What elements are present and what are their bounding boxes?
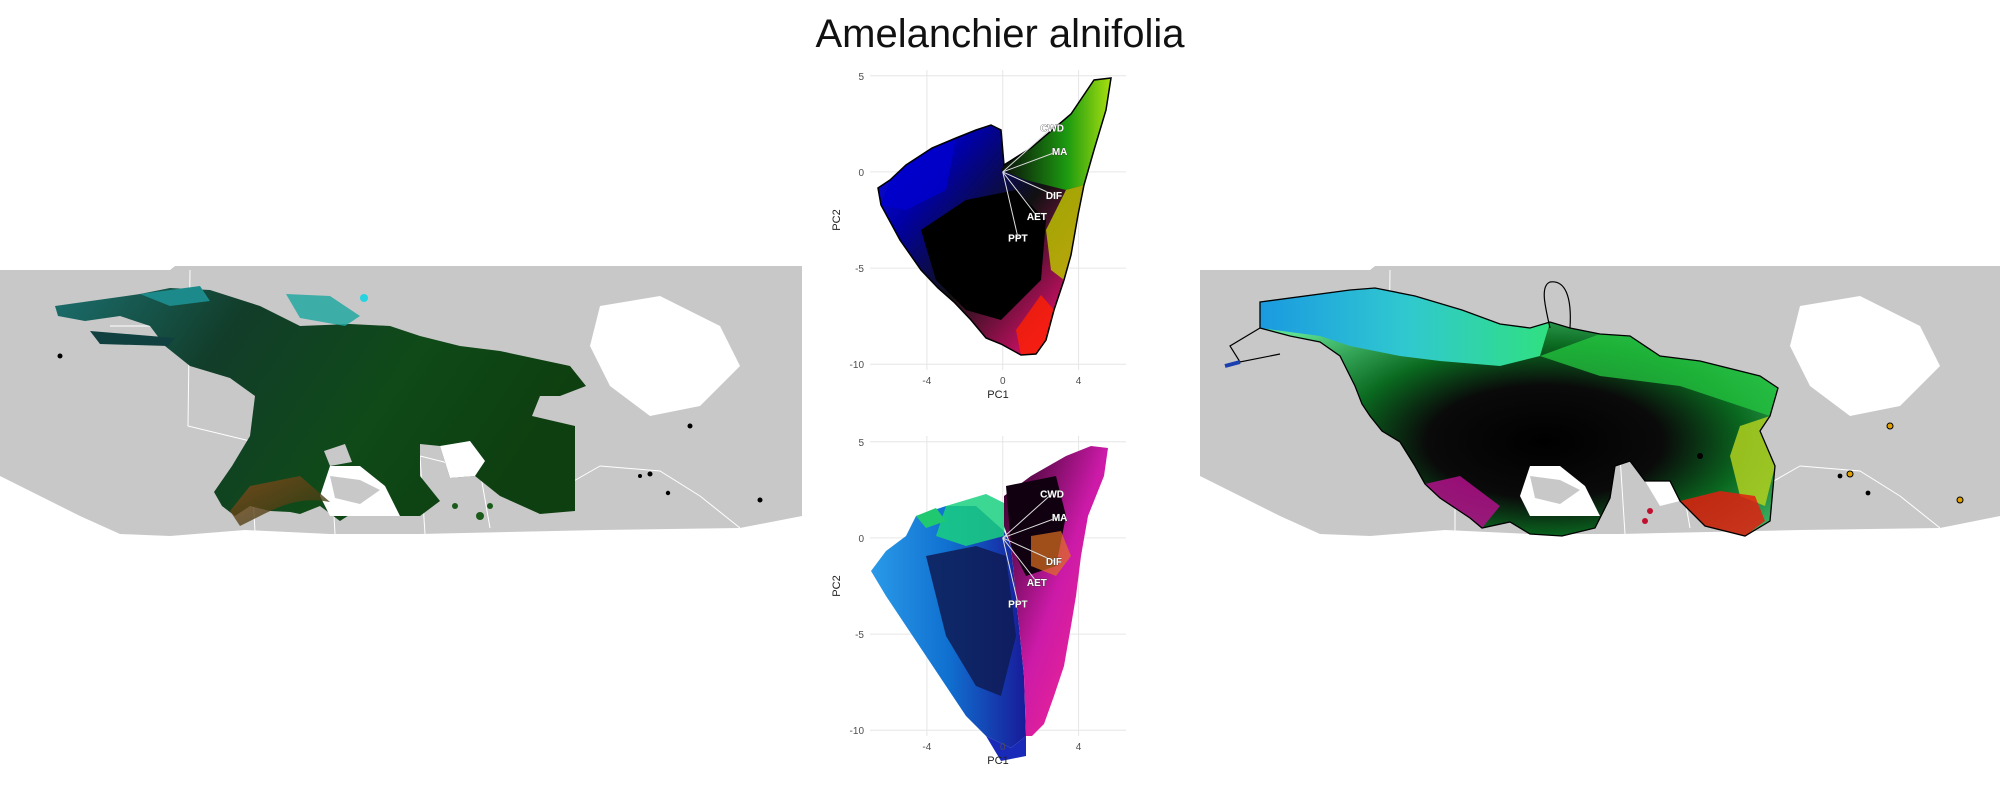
x-tick-label: -4 (922, 742, 931, 753)
loading-arrow-aet (1002, 171, 1038, 217)
loading-arrow-dif (1002, 537, 1055, 562)
pca-plot-bottom: CWD MA DIF AET PPT -4 0 4 5 0 -5 -10 PC1 PC2 (826, 436, 1166, 800)
pca-plot-top: CWD MA DIF AET PPT -4 0 4 5 0 -5 -10 PC1 PC2 (826, 70, 1166, 430)
loading-arrow-ma (1002, 150, 1060, 173)
left-niche-map (0, 266, 802, 606)
y-tick-label: 5 (858, 72, 864, 83)
y-tick-label: 5 (858, 438, 864, 449)
x-axis-label: PC1 (987, 389, 1008, 401)
y-tick-label: -5 (855, 630, 864, 641)
x-tick-label: 0 (1000, 742, 1006, 753)
y-axis-label: PC2 (831, 209, 843, 230)
y-tick-label: 0 (858, 168, 864, 179)
point-cloud-top-outline (877, 77, 1112, 356)
loading-label-ppt: PPT (1008, 233, 1027, 244)
loading-label-ma: MA (1052, 147, 1068, 158)
loading-arrow-ppt (1002, 537, 1019, 604)
y-tick-label: -10 (850, 360, 865, 371)
figure-title: Amelanchier alnifolia (815, 12, 1185, 56)
loading-label-aet: AET (1027, 578, 1047, 589)
y-tick-label: -5 (855, 264, 864, 275)
right-niche-map (1200, 266, 2000, 606)
x-tick-label: 0 (1000, 376, 1006, 387)
x-axis-label: PC1 (987, 755, 1008, 767)
loading-arrow-ppt (1002, 171, 1019, 238)
loading-label-cwd: CWD (1040, 124, 1064, 135)
y-tick-label: -10 (850, 726, 865, 737)
x-tick-label: -4 (922, 376, 931, 387)
loading-label-ma: MA (1052, 513, 1068, 524)
x-tick-label: 4 (1076, 742, 1082, 753)
loading-arrow-dif (1002, 171, 1055, 196)
loading-arrow-cwd (1002, 127, 1053, 173)
loading-arrow-cwd (1002, 493, 1053, 539)
x-tick-label: 4 (1076, 376, 1082, 387)
y-axis-label: PC2 (831, 575, 843, 596)
loading-label-dif: DIF (1046, 191, 1062, 202)
y-tick-label: 0 (858, 534, 864, 545)
loading-label-dif: DIF (1046, 557, 1062, 568)
loading-arrow-aet (1002, 537, 1038, 583)
loading-arrow-ma (1002, 516, 1060, 539)
loading-label-cwd: CWD (1040, 490, 1064, 501)
loading-label-aet: AET (1027, 212, 1047, 223)
loading-label-ppt: PPT (1008, 599, 1027, 610)
